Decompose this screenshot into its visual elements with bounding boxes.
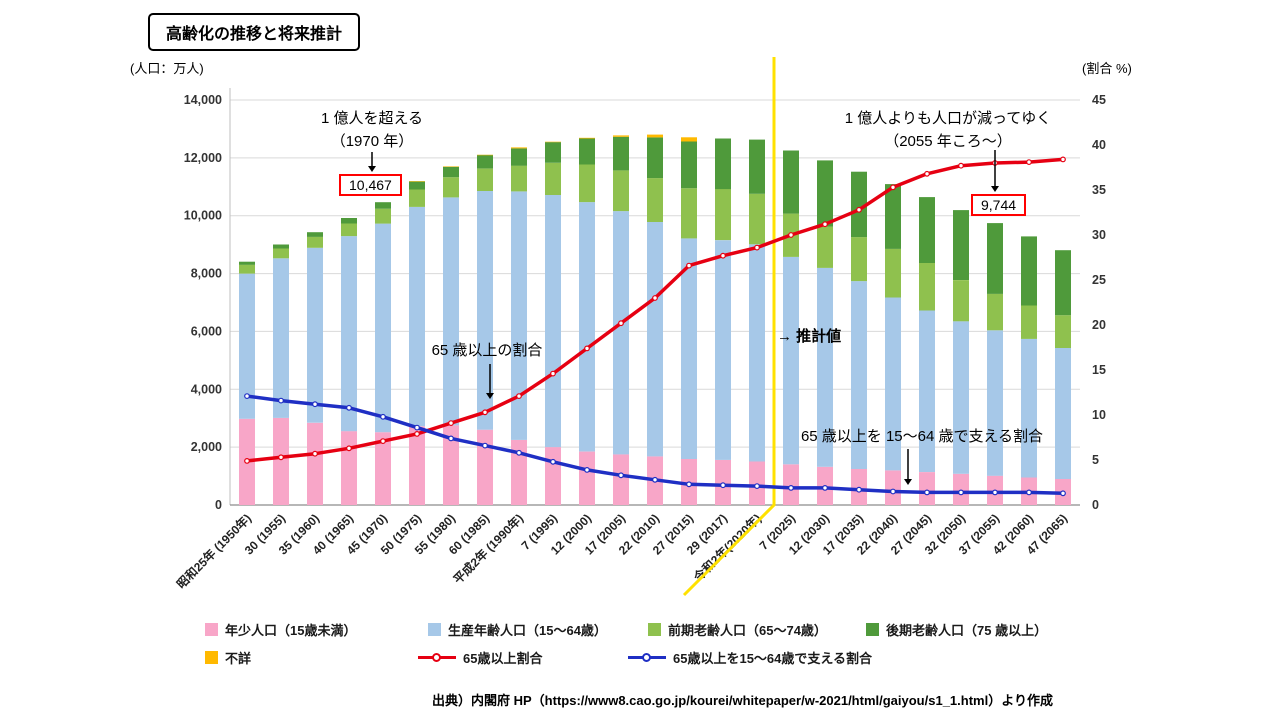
legend-item-support-line: 65歳以上を15～64歳で支える割合 xyxy=(628,648,872,667)
legend-label-young-old: 前期老齢人口（65～74歳） xyxy=(668,623,827,638)
annotation-decline-line2: （2055 年ころ～） xyxy=(884,132,1012,150)
legend-item-unknown: 不詳 xyxy=(205,648,251,667)
legend-item-young: 年少人口（15歳未満） xyxy=(205,620,356,639)
svg-text:5: 5 xyxy=(1092,453,1099,467)
svg-text:35: 35 xyxy=(1092,183,1106,197)
legend-item-old-old: 後期老齢人口（75 歳以上） xyxy=(866,620,1047,639)
support-line-swatch-icon xyxy=(628,651,666,664)
legend-label-unknown: 不詳 xyxy=(225,651,252,666)
annotation-decline: 1 億人よりも人口が減ってゆく （2055 年ころ～） xyxy=(818,108,1078,153)
svg-text:10,000: 10,000 xyxy=(184,209,222,223)
annotation-over-100m: 1 億人を超える （1970 年） xyxy=(262,108,482,153)
svg-text:2,000: 2,000 xyxy=(191,440,222,454)
svg-text:30: 30 xyxy=(1092,228,1106,242)
svg-text:8,000: 8,000 xyxy=(191,267,222,281)
legend-label-working: 生産年齢人口（15～64歳） xyxy=(448,623,607,638)
svg-text:10: 10 xyxy=(1092,408,1106,422)
svg-text:45: 45 xyxy=(1092,93,1106,107)
young-old-swatch-icon xyxy=(648,623,661,636)
unknown-swatch-icon xyxy=(205,651,218,664)
decline-value-box: 9,744 xyxy=(971,194,1027,216)
working-swatch-icon xyxy=(428,623,441,636)
projection-label: → 推計値 xyxy=(777,328,842,345)
right-axis-unit-label: (割合 %) xyxy=(1082,61,1132,76)
annotation-over-100m-line2: （1970 年） xyxy=(330,132,414,150)
annotation-decline-line1: 1 億人よりも人口が減ってゆく xyxy=(844,110,1052,127)
legend-label-old-old: 後期老齢人口（75 歳以上） xyxy=(886,623,1048,638)
svg-text:12,000: 12,000 xyxy=(184,151,222,165)
chart-title: 高齢化の推移と将来推計 xyxy=(148,13,361,51)
svg-text:15: 15 xyxy=(1092,363,1106,377)
svg-text:6,000: 6,000 xyxy=(191,324,222,338)
left-axis-unit-label: (人口：万人) xyxy=(130,61,204,76)
annotation-ratio65: 65 歳以上の割合 xyxy=(431,342,543,359)
old-old-swatch-icon xyxy=(866,623,879,636)
svg-text:20: 20 xyxy=(1092,318,1106,332)
legend-item-young-old: 前期老齢人口（65～74歳） xyxy=(648,620,827,639)
svg-text:14,000: 14,000 xyxy=(184,93,222,107)
legend-label-young: 年少人口（15歳未満） xyxy=(225,623,357,638)
annotation-support-ratio: 65 歳以上を 15～64 歳で支える割合 xyxy=(800,428,1044,445)
legend-label-support: 65歳以上を15～64歳で支える割合 xyxy=(673,651,872,666)
legend-item-ratio65-line: 65歳以上割合 xyxy=(418,648,542,667)
svg-text:0: 0 xyxy=(1092,498,1099,512)
legend-item-working: 生産年齢人口（15～64歳） xyxy=(428,620,607,639)
svg-text:昭和25年 (1950年): 昭和25年 (1950年) xyxy=(173,511,254,592)
svg-text:40: 40 xyxy=(1092,138,1106,152)
annotation-over-100m-line1: 1 億人を超える xyxy=(320,110,424,127)
young-swatch-icon xyxy=(205,623,218,636)
legend-label-ratio65: 65歳以上割合 xyxy=(463,651,543,666)
svg-text:0: 0 xyxy=(215,498,222,512)
peak-value-box: 10,467 xyxy=(339,174,402,196)
svg-text:25: 25 xyxy=(1092,273,1106,287)
svg-text:4,000: 4,000 xyxy=(191,382,222,396)
ratio65-line-swatch-icon xyxy=(418,651,456,664)
source-citation: 出典）内閣府 HP（https://www8.cao.go.jp/kourei/… xyxy=(432,693,1053,708)
